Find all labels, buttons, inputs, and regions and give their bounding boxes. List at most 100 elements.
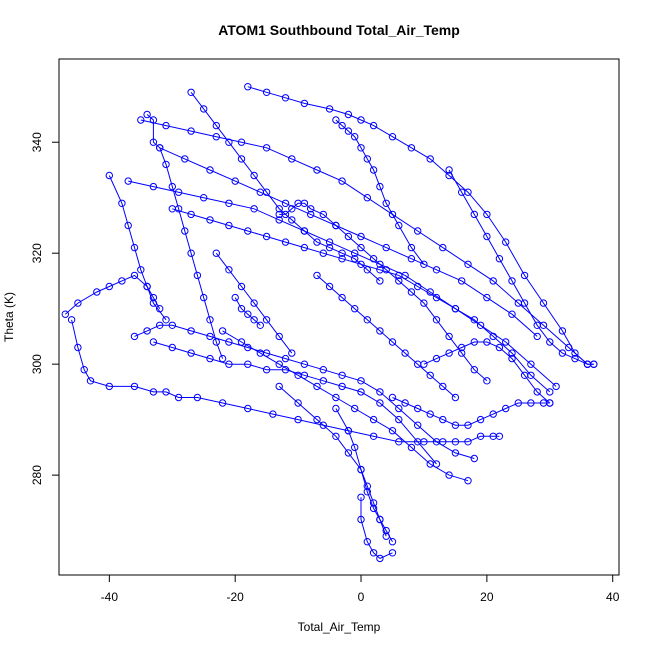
data-point [363, 155, 371, 163]
data-point [118, 277, 126, 285]
data-point [262, 144, 271, 152]
data-point [275, 216, 283, 224]
x-tick-label: 40 [606, 590, 620, 604]
data-point [307, 210, 315, 219]
series-line-segment [316, 275, 456, 398]
data-point [451, 438, 460, 446]
data-point [288, 216, 296, 224]
data-point [124, 177, 132, 185]
data-point [489, 332, 497, 341]
data-point [206, 316, 214, 324]
data-point [149, 116, 158, 124]
data-point [369, 415, 378, 424]
data-point [237, 282, 246, 291]
data-point [388, 133, 397, 141]
data-point [502, 238, 510, 246]
data-point [168, 321, 177, 329]
data-point [61, 310, 70, 318]
data-point [275, 205, 283, 213]
data-point [558, 349, 567, 357]
y-axis: 280 300 320 340 [30, 132, 60, 485]
data-point [445, 166, 453, 174]
data-point [407, 255, 416, 263]
series-line-segment [159, 147, 538, 337]
series-line-segment [153, 341, 437, 465]
data-point [86, 377, 95, 385]
data-point [571, 354, 579, 363]
data-point [225, 266, 233, 274]
series-line-segment [146, 114, 224, 359]
data-point [137, 116, 145, 124]
data-point [527, 360, 535, 368]
data-point [489, 410, 497, 418]
series-line-segment [392, 397, 550, 426]
data-point [388, 210, 397, 219]
data-point [294, 371, 302, 379]
data-point [231, 293, 239, 302]
data-point [338, 293, 346, 302]
data-point [445, 332, 453, 341]
data-point [546, 399, 554, 407]
data-point [244, 360, 252, 368]
data-point [149, 182, 158, 191]
data-point [458, 188, 466, 196]
y-tick-label: 300 [30, 354, 44, 374]
data-point [483, 293, 491, 302]
data-point [149, 338, 158, 346]
data-point [369, 499, 378, 507]
data-point [300, 360, 309, 368]
data-point [218, 399, 227, 407]
data-point [162, 316, 170, 324]
y-tick-label: 320 [30, 243, 44, 263]
data-point [193, 271, 202, 280]
data-point [357, 232, 365, 241]
data-point [351, 133, 359, 141]
data-point [187, 349, 195, 357]
data-point [357, 388, 365, 396]
data-point [200, 194, 208, 202]
data-point [476, 432, 485, 440]
data-point [130, 271, 139, 280]
data-point [143, 110, 151, 119]
x-axis-label: Total_Air_Temp [298, 620, 381, 634]
data-point [395, 221, 403, 230]
data-point [426, 410, 434, 418]
data-point [281, 238, 290, 246]
data-point [351, 443, 359, 452]
data-point [376, 515, 384, 524]
data-point [420, 260, 428, 268]
series-line-segment [247, 86, 594, 365]
data-point [206, 354, 214, 363]
series-line-segment [448, 169, 594, 365]
data-point [508, 310, 516, 318]
data-point [168, 343, 177, 352]
data-point [300, 199, 309, 208]
data-point [218, 354, 227, 363]
data-point [332, 393, 340, 402]
y-tick-label: 340 [30, 132, 44, 152]
data-point [520, 271, 529, 280]
data-point [382, 526, 390, 535]
data-point [357, 243, 365, 252]
data-point [174, 188, 183, 196]
data-point [300, 243, 309, 252]
data-point [571, 349, 579, 357]
data-point [124, 221, 132, 230]
data-point [332, 116, 340, 124]
data-point [351, 404, 359, 413]
data-point [313, 271, 321, 280]
data-point [225, 221, 233, 230]
series-line-segment [140, 119, 588, 365]
data-point [495, 255, 504, 263]
data-point [344, 427, 353, 435]
data-point [212, 338, 221, 346]
data-point [338, 371, 346, 379]
data-point [426, 460, 434, 468]
data-point [307, 205, 315, 213]
data-point [181, 227, 189, 235]
data-point [376, 554, 384, 563]
data-point [313, 238, 321, 246]
data-point [407, 243, 416, 252]
data-point [225, 360, 233, 368]
data-point [395, 438, 403, 446]
